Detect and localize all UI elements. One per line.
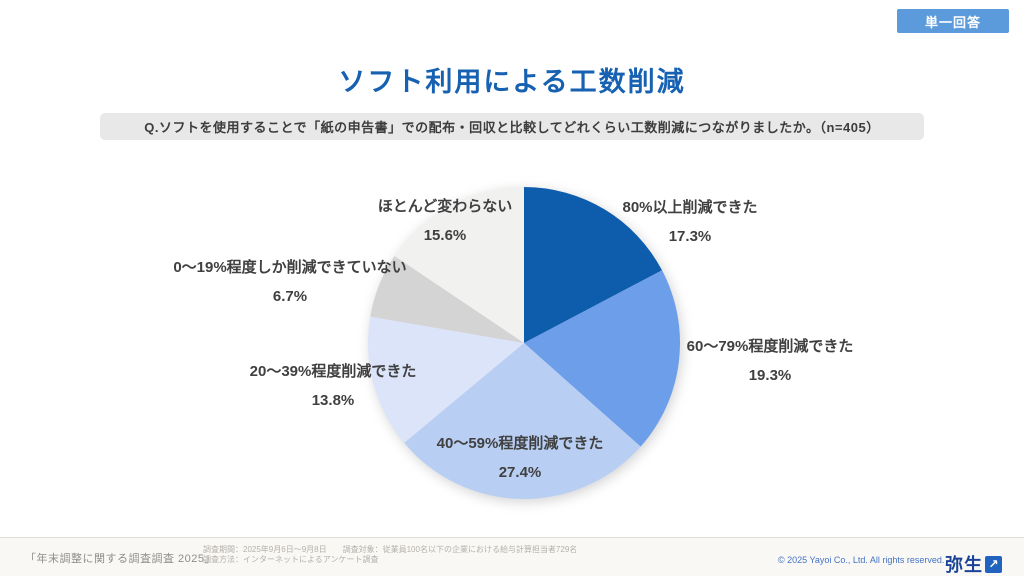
pie-chart-area	[368, 187, 680, 499]
footer-source-label: 「年末調整に関する調査調査 2025」	[25, 553, 217, 565]
pie-label-text: 40〜59%程度削減できた	[436, 435, 604, 452]
pie-slice-3	[368, 316, 524, 443]
yayoi-logo: 弥生 ↗	[945, 551, 1002, 577]
yayoi-logo-text: 弥生	[945, 555, 983, 575]
arrow-up-right-icon: ↗	[985, 555, 1002, 573]
pie-label-60-79: 60〜79%程度削減できた 19.3%	[687, 332, 854, 390]
footer-survey-line1: 調査期間：2025年9月6日～9月8日 調査対象：従業員100名以下の企業におけ…	[203, 545, 578, 554]
pie-label-0-19: 0〜19%程度しか削減できていない 6.7%	[173, 253, 406, 311]
pie-chart	[368, 187, 680, 499]
pie-slice-1	[524, 270, 680, 447]
pie-label-text: 80%以上削減できた	[622, 199, 758, 216]
question-text: Q.ソフトを使用することで「紙の申告書」での配布・回収と比較してどれくらい工数削…	[144, 120, 880, 135]
pie-slice-0	[524, 187, 663, 343]
pie-slice-2	[404, 343, 641, 499]
pie-label-80plus: 80%以上削減できた 17.3%	[622, 193, 757, 251]
answer-type-badge: 単一回答	[897, 9, 1009, 33]
pie-label-40-59: 40〜59%程度削減できた 27.4%	[437, 429, 604, 487]
pie-label-text: 20〜39%程度削減できた	[249, 363, 417, 380]
question-bar: Q.ソフトを使用することで「紙の申告書」での配布・回収と比較してどれくらい工数削…	[100, 113, 924, 140]
copyright-text: © 2025 Yayoi Co., Ltd. All rights reserv…	[778, 555, 945, 565]
pie-label-pct: 27.4%	[498, 464, 542, 481]
pie-label-pct: 6.7%	[272, 288, 308, 305]
footer-survey-details: 調査期間：2025年9月6日～9月8日 調査対象：従業員100名以下の企業におけ…	[203, 545, 577, 565]
pie-label-text: ほとんど変わらない	[377, 198, 513, 215]
pie-label-text: 60〜79%程度削減できた	[686, 338, 854, 355]
pie-slice-4	[370, 256, 524, 343]
page-title: ソフト利用による工数削減	[338, 67, 686, 97]
pie-label-20-39: 20〜39%程度削減できた 13.8%	[250, 357, 417, 415]
pie-label-pct: 15.6%	[423, 227, 467, 244]
footer	[0, 537, 1024, 576]
pie-label-pct: 13.8%	[311, 392, 355, 409]
pie-label-pct: 19.3%	[748, 367, 792, 384]
pie-label-pct: 17.3%	[668, 228, 712, 245]
footer-survey-line2: 調査方法：インターネットによるアンケート調査	[203, 555, 379, 564]
pie-label-text: 0〜19%程度しか削減できていない	[173, 259, 407, 276]
pie-slice-5	[394, 187, 524, 343]
pie-label-no-change: ほとんど変わらない 15.6%	[378, 192, 513, 250]
